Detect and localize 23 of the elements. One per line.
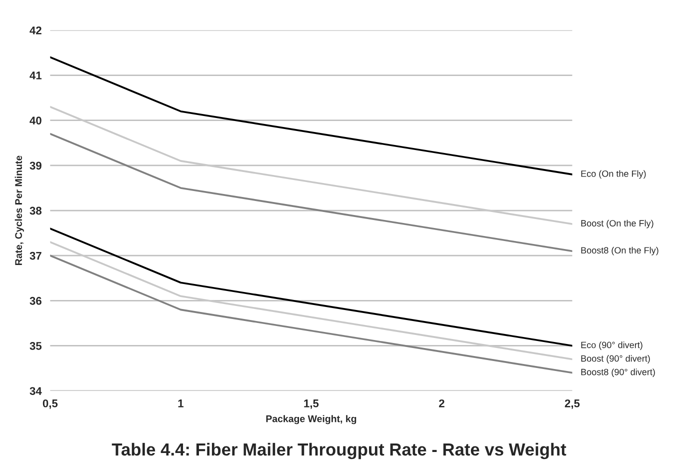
y-axis-title: Rate, Cycles Per Minute [14, 156, 24, 265]
x-tick-label: 1 [178, 400, 184, 408]
y-tick-label: 35 [30, 342, 42, 350]
x-tick-label: 2,5 [564, 399, 580, 409]
series-label: Boost (On the Fly) [581, 220, 654, 228]
series-label: Boost (90° divert) [581, 355, 650, 364]
y-tick-label: 38 [30, 206, 42, 215]
series-label: Eco (90° divert) [581, 342, 642, 350]
x-tick-label: 0,5 [42, 399, 58, 409]
x-axis-title: Package Weight, kg [266, 415, 356, 424]
series-label: Boost8 (On the Fly) [581, 246, 658, 256]
y-tick-label: 39 [30, 162, 42, 170]
series-label: Boost8 (90° divert) [581, 368, 655, 377]
x-tick-label: 1,5 [304, 400, 319, 409]
x-tick-label: 2 [439, 399, 444, 408]
y-tick-label: 40 [30, 116, 42, 124]
y-tick-label: 34 [30, 387, 42, 395]
text: Table 4.4: Fiber Mailer Througput Rate - Rate vs Weight [112, 442, 566, 460]
y-tick-label: 36 [30, 296, 42, 305]
y-tick-label: 41 [30, 72, 42, 80]
y-tick-label: 42 [30, 26, 42, 34]
y-tick-label: 37 [30, 252, 42, 260]
series-label: Eco (On the Fly) [581, 170, 646, 179]
